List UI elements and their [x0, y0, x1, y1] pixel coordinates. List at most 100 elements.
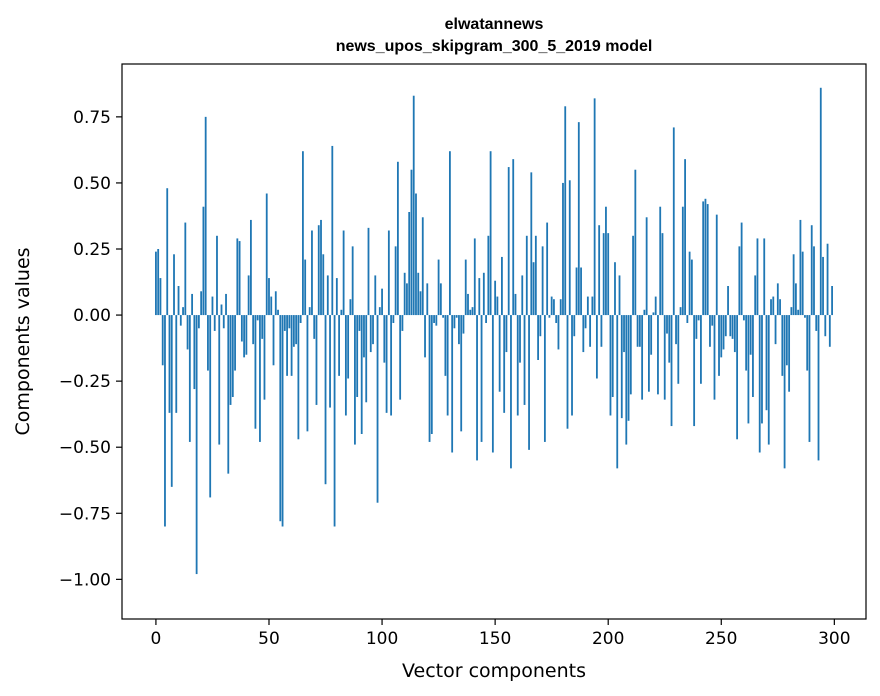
- bar-component-223: [659, 206, 662, 316]
- bar-component-236: [688, 251, 691, 316]
- bar-component-298: [828, 315, 831, 347]
- bar-component-33: [229, 315, 232, 405]
- bar-component-35: [234, 315, 236, 371]
- bar-component-45: [256, 315, 259, 321]
- bar-component-118: [421, 217, 424, 316]
- x-axis-label: Vector components: [402, 660, 586, 682]
- bar-component-143: [478, 278, 481, 316]
- bar-component-202: [611, 315, 614, 397]
- bar-component-185: [573, 315, 576, 337]
- bar-component-137: [464, 259, 467, 316]
- bar-component-113: [410, 169, 413, 316]
- bar-component-20: [200, 291, 203, 316]
- bar-component-98: [376, 315, 379, 503]
- x-tick-label: 200: [592, 629, 624, 649]
- bar-component-292: [815, 315, 818, 331]
- bar-component-246: [711, 315, 714, 326]
- bar-component-79: [333, 315, 336, 527]
- bar-component-274: [774, 315, 777, 345]
- bar-component-94: [367, 227, 370, 316]
- bar-component-39: [243, 315, 246, 358]
- bar-component-129: [446, 315, 449, 416]
- bar-component-91: [360, 315, 363, 434]
- bar-component-207: [623, 315, 625, 353]
- bar-component-139: [469, 309, 472, 316]
- bar-component-86: [349, 299, 352, 316]
- bar-component-81: [338, 315, 340, 376]
- bar-component-66: [304, 259, 307, 316]
- x-tick-label: 100: [366, 629, 398, 649]
- bar-component-106: [394, 246, 397, 316]
- bar-component-194: [593, 98, 596, 316]
- chart-title-line1: elwatannews: [445, 16, 544, 33]
- bar-component-110: [403, 272, 406, 316]
- bar-component-120: [426, 283, 429, 316]
- bar-component-31: [225, 293, 227, 316]
- bar-component-199: [605, 206, 607, 316]
- bar-component-157: [510, 315, 512, 469]
- bar-component-297: [826, 243, 829, 316]
- bar-component-108: [399, 315, 402, 400]
- bar-component-147: [487, 235, 490, 316]
- bar-component-119: [424, 315, 426, 358]
- bar-component-296: [824, 315, 827, 337]
- bar-component-71: [315, 315, 318, 405]
- bar-component-127: [442, 315, 445, 318]
- bar-component-85: [347, 315, 350, 379]
- bar-component-32: [227, 315, 230, 474]
- bar-component-240: [697, 315, 700, 321]
- bar-component-215: [641, 315, 644, 400]
- bar-component-141: [473, 238, 476, 316]
- bar-component-290: [810, 225, 813, 316]
- bar-component-11: [179, 315, 182, 326]
- bar-component-142: [476, 315, 478, 461]
- bar-component-121: [428, 315, 431, 442]
- bar-component-156: [507, 167, 510, 316]
- bar-component-40: [245, 315, 248, 355]
- bar-component-227: [668, 315, 671, 363]
- bar-component-260: [742, 315, 745, 321]
- bar-component-173: [546, 222, 549, 316]
- bar-component-97: [374, 275, 377, 316]
- bar-component-104: [390, 315, 393, 416]
- bar-component-27: [216, 235, 218, 316]
- bar-component-23: [207, 315, 209, 371]
- bar-component-168: [534, 235, 537, 316]
- bar-component-164: [525, 235, 528, 316]
- bar-component-109: [401, 315, 404, 331]
- bar-component-6: [168, 315, 171, 413]
- bar-component-96: [372, 315, 374, 345]
- bar-component-264: [752, 315, 754, 397]
- bar-component-269: [763, 238, 766, 316]
- bar-component-263: [749, 315, 752, 355]
- bar-component-3: [161, 315, 164, 366]
- bar-component-238: [693, 315, 696, 427]
- bar-component-114: [412, 95, 415, 316]
- bar-component-195: [595, 315, 598, 379]
- bar-component-149: [491, 315, 494, 453]
- bar-component-161: [519, 315, 521, 363]
- y-tick-label: −0.25: [59, 372, 111, 392]
- bar-component-267: [758, 315, 761, 453]
- bar-component-243: [704, 198, 707, 316]
- bar-component-150: [494, 280, 497, 316]
- bar-component-103: [387, 230, 390, 316]
- y-tick-label: 0.50: [73, 174, 111, 194]
- bar-component-140: [471, 307, 474, 316]
- bar-component-51: [270, 296, 273, 316]
- y-tick-label: −0.50: [59, 438, 111, 458]
- bar-component-145: [482, 272, 485, 316]
- bar-component-133: [455, 315, 458, 318]
- bar-component-294: [819, 87, 822, 316]
- bar-component-281: [790, 307, 793, 316]
- bar-component-219: [650, 315, 653, 355]
- bar-component-251: [722, 315, 725, 350]
- bar-component-255: [731, 315, 734, 339]
- bar-component-241: [700, 315, 702, 384]
- bar-component-68: [308, 307, 311, 316]
- x-tick-label: 250: [705, 629, 737, 649]
- bar-component-43: [252, 315, 255, 345]
- bar-component-229: [672, 127, 675, 316]
- bar-component-210: [629, 315, 632, 395]
- bar-component-102: [385, 315, 388, 413]
